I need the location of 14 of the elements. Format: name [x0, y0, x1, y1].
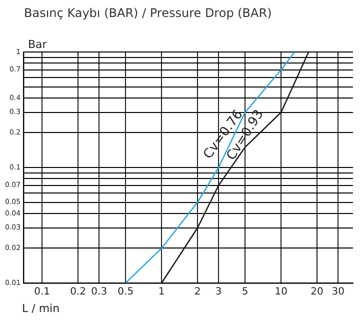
x-tick-label: 10: [274, 286, 288, 298]
x-tick-label: 5: [242, 286, 248, 298]
x-tick-label: 0.1: [34, 286, 50, 298]
x-axis-title: L / min: [22, 302, 60, 315]
x-tick-label: 3: [215, 286, 222, 298]
x-tick-label: 0.3: [91, 286, 108, 298]
x-tick-label: 20: [310, 286, 324, 298]
x-tick-label: 2: [194, 286, 201, 298]
x-tick-label: 1: [158, 286, 165, 298]
x-tick-label: 30: [332, 286, 344, 298]
x-tick-label: 0.2: [70, 286, 86, 298]
x-tick-label: 0.5: [118, 286, 134, 298]
chart-title: Basınç Kaybı (BAR) / Pressure Drop (BAR): [24, 6, 272, 20]
y-axis-title: Bar: [28, 38, 47, 51]
